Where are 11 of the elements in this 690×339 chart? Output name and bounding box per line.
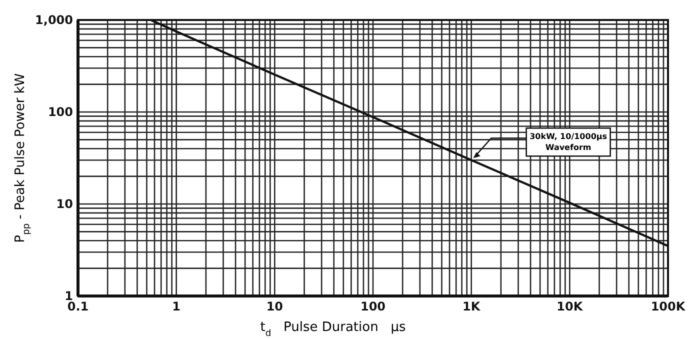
y-tick-label: 100 <box>48 104 73 119</box>
x-tick-label: 10K <box>556 300 584 314</box>
y-tick-label: 1,000 <box>35 12 73 27</box>
text: t$_{d}$ Pulse Duration µs <box>260 320 406 339</box>
x-tick-label: 100 <box>360 300 386 314</box>
annotation: 30kW, 10/1000µs Waveform <box>530 132 608 152</box>
x-tick-label: 1 <box>172 300 181 314</box>
y-tick-label: 10 <box>56 196 73 211</box>
x-tick-label: 100K <box>650 300 686 314</box>
x-tick-label: 10 <box>266 300 284 314</box>
x-tick-label: 1K <box>462 300 481 314</box>
